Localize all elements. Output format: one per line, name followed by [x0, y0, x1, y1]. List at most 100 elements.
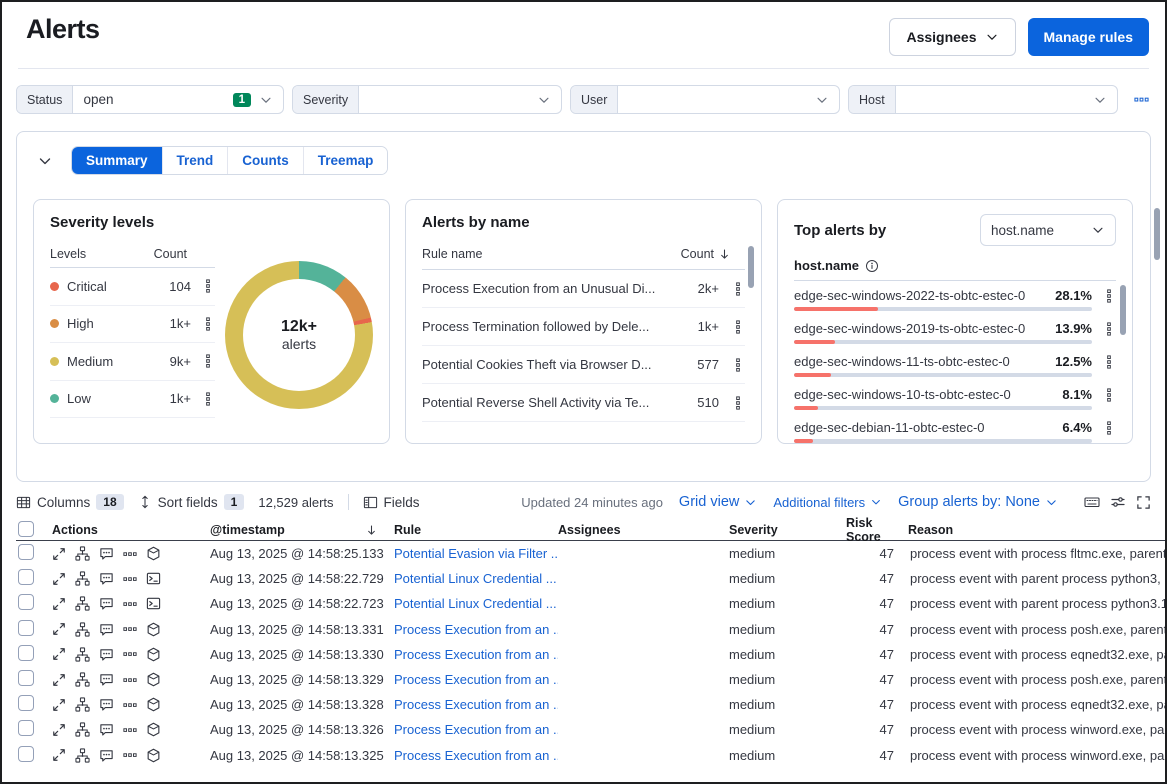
cube-icon[interactable]: [146, 748, 161, 763]
rule-link[interactable]: Process Execution from an ...: [394, 722, 558, 738]
col-risk-score[interactable]: Risk Score: [846, 516, 881, 544]
expand-alert-icon[interactable]: [52, 622, 66, 636]
row-checkbox[interactable]: [18, 594, 34, 611]
alert-reason[interactable]: process event with process winword.exe, …: [910, 722, 1165, 738]
cube-icon[interactable]: [146, 622, 161, 637]
alert-reason[interactable]: process event with parent process python…: [910, 571, 1165, 587]
collapse-section-icon[interactable]: [33, 149, 57, 173]
keyboard-shortcuts-icon[interactable]: [1084, 494, 1100, 510]
cube-icon[interactable]: [146, 647, 161, 662]
comment-icon[interactable]: [99, 697, 114, 712]
more-actions-icon[interactable]: [123, 647, 137, 661]
cube-icon[interactable]: [146, 546, 161, 561]
alert-reason[interactable]: process event with parent process python…: [910, 596, 1165, 612]
expand-alert-icon[interactable]: [52, 647, 66, 661]
tab-treemap[interactable]: Treemap: [302, 147, 388, 174]
alert-reason[interactable]: process event with process winword.exe, …: [910, 747, 1165, 763]
scrollbar[interactable]: [748, 246, 754, 288]
analyzer-icon[interactable]: [75, 748, 90, 763]
row-actions-icon[interactable]: [201, 354, 215, 368]
row-checkbox[interactable]: [18, 670, 34, 687]
row-actions-icon[interactable]: [1102, 387, 1116, 402]
comment-icon[interactable]: [99, 571, 114, 586]
analyzer-icon[interactable]: [75, 596, 90, 612]
comment-icon[interactable]: [99, 622, 114, 637]
comment-icon[interactable]: [99, 672, 114, 687]
expand-alert-icon[interactable]: [52, 673, 66, 687]
rule-link[interactable]: Process Execution from an ...: [394, 621, 558, 637]
row-actions-icon[interactable]: [731, 281, 745, 296]
rule-link[interactable]: Potential Linux Credential ...: [394, 571, 557, 587]
terminal-icon[interactable]: [146, 596, 161, 611]
sort-fields-button[interactable]: Sort fields 1: [138, 494, 245, 510]
cube-icon[interactable]: [146, 697, 161, 712]
row-checkbox[interactable]: [18, 644, 34, 661]
row-actions-icon[interactable]: [1102, 288, 1116, 303]
alert-reason[interactable]: process event with process eqnedt32.exe,…: [910, 697, 1165, 713]
row-checkbox[interactable]: [18, 745, 34, 762]
more-actions-icon[interactable]: [123, 723, 137, 737]
info-icon[interactable]: [865, 259, 879, 273]
alert-reason[interactable]: process event with process eqnedt32.exe,…: [910, 646, 1165, 662]
analyzer-icon[interactable]: [75, 722, 90, 737]
row-checkbox[interactable]: [18, 569, 34, 586]
analyzer-icon[interactable]: [75, 571, 90, 586]
comment-icon[interactable]: [99, 647, 114, 662]
grid-view-dropdown[interactable]: Grid view: [679, 494, 757, 510]
col-rule[interactable]: Rule: [394, 523, 422, 537]
user-filter[interactable]: User: [570, 85, 840, 114]
display-options-icon[interactable]: [1110, 494, 1126, 510]
row-actions-icon[interactable]: [201, 279, 215, 293]
row-actions-icon[interactable]: [1102, 354, 1116, 369]
rule-link[interactable]: Potential Evasion via Filter ...: [394, 546, 558, 562]
expand-alert-icon[interactable]: [52, 698, 66, 712]
rule-link[interactable]: Potential Linux Credential ...: [394, 596, 557, 612]
more-actions-icon[interactable]: [123, 673, 137, 687]
comment-icon[interactable]: [99, 748, 114, 763]
row-actions-icon[interactable]: [1102, 420, 1116, 435]
expand-alert-icon[interactable]: [52, 748, 66, 762]
rule-link[interactable]: Process Execution from an ...: [394, 672, 558, 688]
more-actions-icon[interactable]: [123, 622, 137, 636]
row-checkbox[interactable]: [18, 544, 34, 561]
expand-alert-icon[interactable]: [52, 572, 66, 586]
scrollbar[interactable]: [1154, 208, 1160, 260]
top-alerts-field-select[interactable]: host.name: [980, 214, 1116, 246]
analyzer-icon[interactable]: [75, 622, 90, 637]
more-filters-icon[interactable]: [1134, 92, 1149, 107]
select-all-checkbox[interactable]: [18, 520, 34, 537]
comment-icon[interactable]: [99, 546, 114, 561]
row-checkbox[interactable]: [18, 695, 34, 712]
assignees-button[interactable]: Assignees: [889, 18, 1016, 56]
alert-reason[interactable]: process event with process fltmc.exe, pa…: [910, 546, 1165, 562]
rule-link[interactable]: Process Execution from an ...: [394, 646, 558, 662]
col-reason[interactable]: Reason: [908, 523, 954, 537]
analyzer-icon[interactable]: [75, 672, 90, 687]
col-severity[interactable]: Severity: [729, 523, 778, 537]
additional-filters-dropdown[interactable]: Additional filters: [773, 495, 882, 510]
comment-icon[interactable]: [99, 596, 114, 611]
expand-alert-icon[interactable]: [52, 597, 66, 611]
col-timestamp[interactable]: @timestamp: [210, 523, 394, 537]
tab-summary[interactable]: Summary: [72, 147, 162, 174]
severity-donut-chart[interactable]: 12k+ alerts: [225, 261, 373, 409]
row-checkbox[interactable]: [18, 720, 34, 737]
row-actions-icon[interactable]: [1102, 321, 1116, 336]
fields-button[interactable]: Fields: [363, 495, 420, 510]
alert-reason[interactable]: process event with process posh.exe, par…: [910, 672, 1165, 688]
col-assignees[interactable]: Assignees: [558, 523, 621, 537]
more-actions-icon[interactable]: [123, 748, 137, 762]
more-actions-icon[interactable]: [123, 547, 137, 561]
status-filter[interactable]: Status open 1: [16, 85, 284, 114]
count-col-header[interactable]: Count: [681, 247, 731, 261]
group-alerts-by-dropdown[interactable]: Group alerts by: None: [898, 494, 1058, 510]
alert-reason[interactable]: process event with process posh.exe, par…: [910, 621, 1165, 637]
row-actions-icon[interactable]: [201, 317, 215, 331]
analyzer-icon[interactable]: [75, 647, 90, 662]
analyzer-icon[interactable]: [75, 697, 90, 712]
tab-trend[interactable]: Trend: [161, 147, 228, 174]
more-actions-icon[interactable]: [123, 597, 137, 611]
fullscreen-icon[interactable]: [1136, 495, 1151, 510]
more-actions-icon[interactable]: [123, 698, 137, 712]
cube-icon[interactable]: [146, 722, 161, 737]
